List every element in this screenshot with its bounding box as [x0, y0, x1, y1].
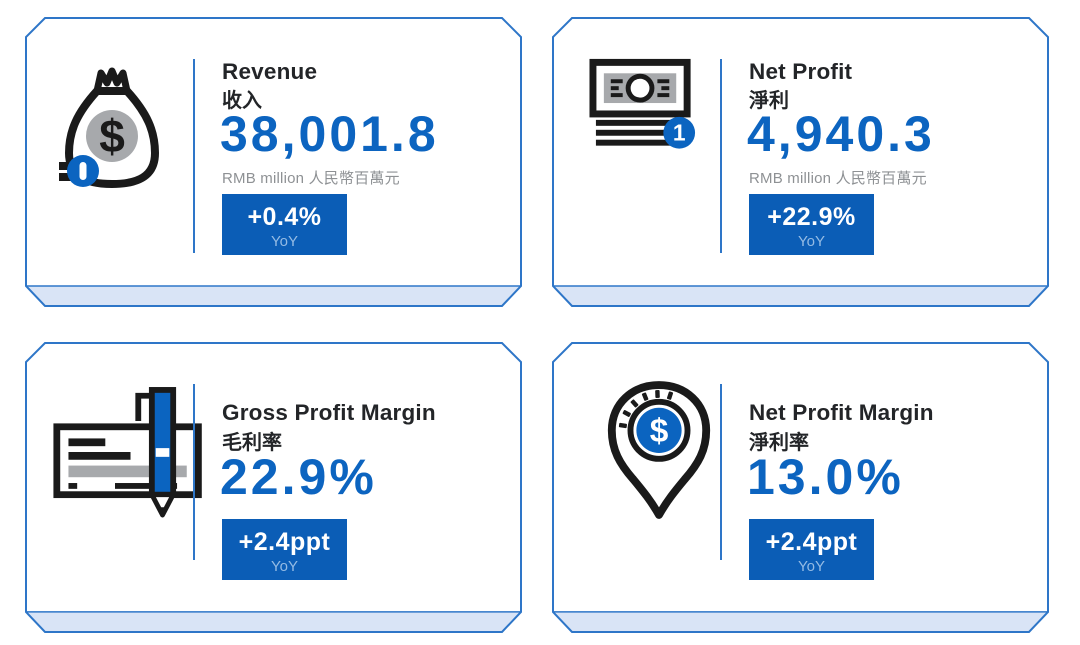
card-value: 38,001.8 — [220, 106, 439, 162]
vertical-divider — [193, 59, 195, 253]
change-period: YoY — [798, 233, 825, 250]
card-title-zh: 毛利率 — [222, 432, 282, 454]
change-badge: +0.4% YoY — [222, 194, 347, 255]
change-period: YoY — [271, 558, 298, 575]
card-title-zh: 收入 — [222, 90, 262, 112]
change-period: YoY — [798, 558, 825, 575]
banknotes-icon: 1 — [588, 57, 702, 157]
card-title: Gross Profit Margin — [222, 400, 436, 425]
card-value: 4,940.3 — [747, 106, 935, 162]
change-value: +0.4% — [247, 203, 322, 231]
card-unit: RMB million 人民幣百萬元 — [222, 170, 400, 187]
change-badge: +22.9% YoY — [749, 194, 874, 255]
change-period: YoY — [271, 233, 298, 250]
change-value: +2.4ppt — [765, 528, 858, 556]
card-unit: RMB million 人民幣百萬元 — [749, 170, 927, 187]
money-bag-icon: $ — [35, 43, 190, 188]
svg-text:$: $ — [99, 110, 125, 162]
change-badge: +2.4ppt YoY — [222, 519, 347, 580]
card-title-zh: 淨利率 — [749, 432, 809, 454]
vertical-divider — [720, 384, 722, 560]
card-gross-profit-margin: Gross Profit Margin 毛利率 22.9% +2.4ppt Yo… — [25, 342, 522, 633]
change-value: +2.4ppt — [238, 528, 331, 556]
change-value: +22.9% — [767, 203, 856, 231]
card-value: 22.9% — [220, 449, 377, 505]
cheque-pen-icon — [51, 384, 211, 524]
card-revenue: $ Revenue 收入 38,001.8 RMB million 人民幣百萬元… — [25, 17, 522, 307]
svg-text:1: 1 — [673, 120, 686, 146]
card-background — [25, 17, 522, 307]
location-pin-dollar-icon: $ — [600, 378, 718, 523]
card-value: 13.0% — [747, 449, 904, 505]
vertical-divider — [720, 59, 722, 253]
card-title: Net Profit Margin — [749, 400, 934, 425]
svg-text:$: $ — [650, 413, 669, 450]
card-net-profit-margin: $ Net Profit Margin 淨利率 13.0% +2.4ppt Yo… — [552, 342, 1049, 633]
card-title-zh: 淨利 — [749, 90, 789, 112]
badge-1-icon: 1 — [663, 116, 696, 149]
change-badge: +2.4ppt YoY — [749, 519, 874, 580]
card-title: Revenue — [222, 59, 318, 84]
card-title: Net Profit — [749, 59, 853, 84]
vertical-divider — [193, 384, 195, 560]
badge-icon — [67, 155, 99, 187]
card-net-profit: 1 Net Profit 淨利 4,940.3 RMB million 人民幣百… — [552, 17, 1049, 307]
